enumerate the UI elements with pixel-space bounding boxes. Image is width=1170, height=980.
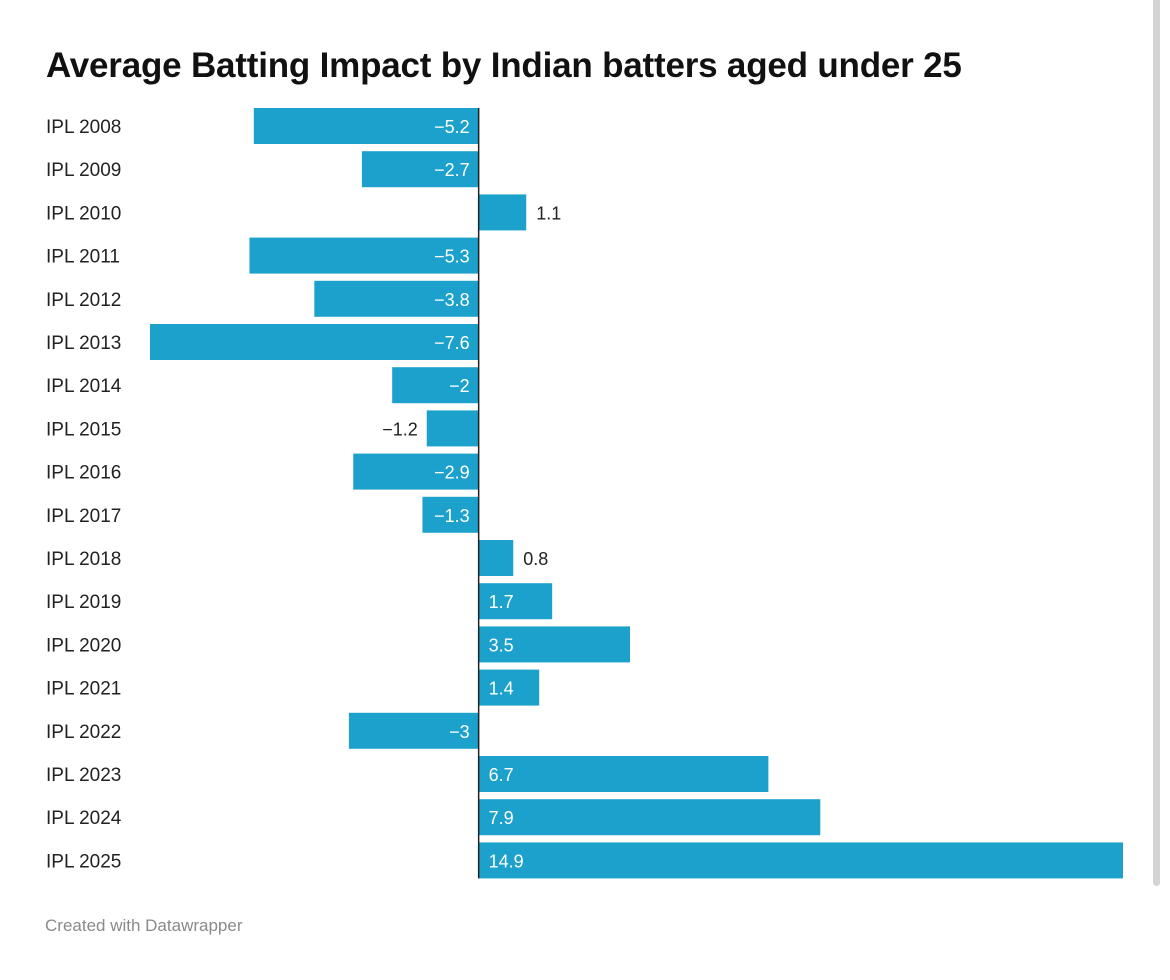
bar [361, 151, 479, 188]
category-label: IPL 2021 [46, 679, 121, 700]
category-label: IPL 2009 [46, 160, 121, 181]
value-label: −2.9 [434, 463, 470, 483]
category-label: IPL 2013 [46, 333, 121, 354]
bar [478, 540, 514, 576]
value-label: 3.5 [489, 635, 514, 655]
category-label: IPL 2022 [46, 722, 121, 743]
category-label: IPL 2010 [46, 203, 121, 224]
bar [422, 496, 479, 533]
value-label: 1.7 [489, 592, 514, 612]
bar [392, 367, 479, 404]
value-label: −5.3 [434, 247, 470, 267]
datawrapper-credit: Created with Datawrapper [45, 916, 243, 935]
category-label: IPL 2024 [46, 808, 122, 829]
bar [478, 583, 553, 620]
value-label: −2 [449, 376, 470, 396]
bar [478, 799, 821, 836]
bar [478, 669, 540, 706]
category-label: IPL 2017 [46, 506, 121, 527]
category-label: IPL 2012 [46, 290, 121, 311]
category-label: IPL 2025 [46, 851, 121, 872]
category-label: IPL 2020 [46, 635, 121, 656]
bar [353, 453, 479, 490]
bar [426, 410, 479, 447]
bar [253, 108, 479, 144]
category-label: IPL 2018 [46, 549, 121, 570]
category-label: IPL 2016 [46, 463, 121, 484]
bar [478, 194, 527, 231]
value-label: −5.2 [434, 117, 470, 137]
value-label: 14.9 [489, 851, 524, 871]
category-label: IPL 2011 [46, 247, 120, 268]
bar [314, 280, 479, 317]
value-label: −3.8 [434, 290, 470, 310]
bar [478, 626, 631, 663]
scrollbar-edge [1153, 0, 1160, 886]
value-label: −3 [449, 722, 470, 742]
value-label: −2.7 [434, 160, 470, 180]
value-label: −7.6 [434, 333, 470, 353]
category-label: IPL 2023 [46, 765, 121, 786]
category-label: IPL 2015 [46, 419, 121, 440]
value-label: −1.2 [382, 419, 418, 439]
bar [478, 756, 769, 792]
bar [150, 324, 479, 360]
value-label: 0.8 [523, 549, 548, 569]
bar [478, 842, 1123, 879]
category-label: IPL 2019 [46, 592, 121, 613]
bar-chart: IPL 2008 −5.2 IPL 2009 −2.7 IPL 2010 1.1 IPL 2… [46, 108, 1123, 879]
value-label: 7.9 [489, 808, 514, 828]
value-label: 6.7 [489, 765, 514, 785]
bar [348, 712, 479, 749]
category-label: IPL 2014 [46, 376, 122, 397]
category-label: IPL 2008 [46, 117, 121, 138]
chart-title: Average Batting Impact by Indian batters… [46, 46, 962, 85]
value-label: 1.1 [536, 203, 561, 223]
value-label: −1.3 [434, 506, 470, 526]
value-label: 1.4 [489, 679, 514, 699]
bar [249, 237, 479, 274]
